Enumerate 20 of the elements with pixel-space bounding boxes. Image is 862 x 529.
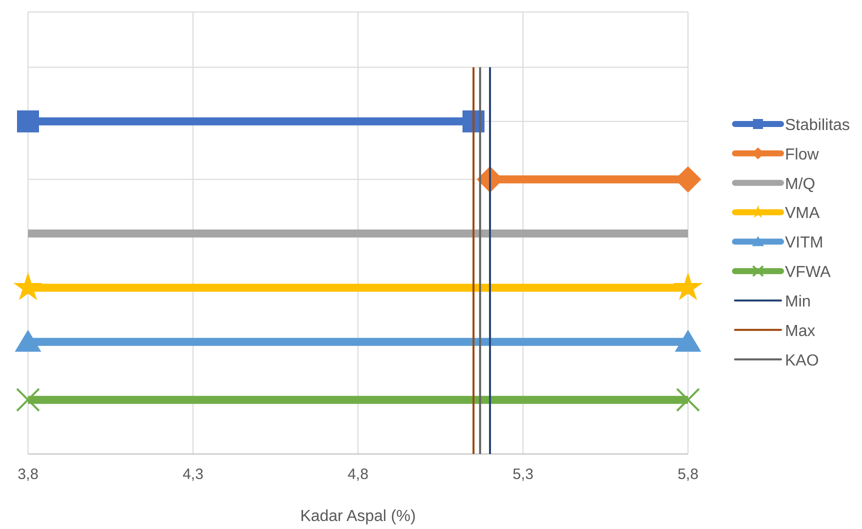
legend-label: VFWA [785, 264, 831, 282]
legend-label: Flow [785, 146, 820, 164]
legend-label: Max [785, 322, 816, 340]
legend-label: VITM [785, 234, 824, 252]
legend-label: KAO [785, 352, 819, 370]
x-tick-label: 4,8 [348, 466, 368, 483]
legend-label: Stabilitas [785, 117, 850, 134]
x-tick-label: 3,8 [18, 466, 38, 483]
point [13, 272, 43, 300]
x-axis-title: Kadar Aspal (%) [300, 508, 416, 525]
point [17, 110, 39, 132]
legend-label: M/Q [785, 176, 816, 193]
legend-label: Min [785, 293, 811, 310]
x-tick-label: 5,3 [512, 466, 534, 483]
legend-label: VMA [785, 205, 820, 222]
x-tick-label: 5,8 [678, 466, 698, 483]
point [16, 388, 40, 412]
point [673, 272, 703, 300]
x-tick-label: 4,3 [182, 466, 204, 483]
point [676, 388, 700, 412]
